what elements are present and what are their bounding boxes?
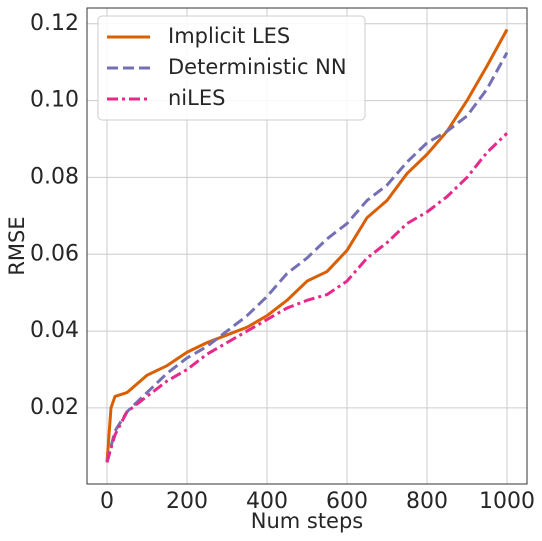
y-tick-label: 0.06 bbox=[30, 241, 79, 266]
y-axis-label: RMSE bbox=[5, 216, 29, 275]
legend-label: niLES bbox=[168, 86, 225, 110]
x-tick-label: 0 bbox=[100, 489, 114, 514]
y-tick-label: 0.04 bbox=[30, 318, 79, 343]
plot-frame bbox=[86, 7, 528, 485]
line bbox=[105, 51, 509, 463]
legend-box bbox=[97, 15, 366, 121]
y-tick-label: 0.08 bbox=[30, 164, 79, 189]
y-tick-label: 0.10 bbox=[30, 88, 79, 113]
line bbox=[105, 28, 509, 462]
x-tick-label: 400 bbox=[246, 489, 288, 514]
x-tick-label: 1000 bbox=[479, 489, 535, 514]
x-tick-label: 200 bbox=[166, 489, 208, 514]
x-tick-label: 600 bbox=[326, 489, 368, 514]
legend-label: Deterministic NN bbox=[168, 55, 347, 79]
legend-label: Implicit LES bbox=[168, 24, 290, 48]
x-tick-label: 800 bbox=[406, 489, 448, 514]
legend: Implicit LES Deterministic NN niLES bbox=[97, 15, 366, 121]
y-tick-label: 0.12 bbox=[30, 11, 79, 36]
y-tick-label: 0.02 bbox=[30, 395, 79, 420]
x-axis-label: Num steps bbox=[251, 509, 364, 533]
line bbox=[105, 132, 509, 463]
